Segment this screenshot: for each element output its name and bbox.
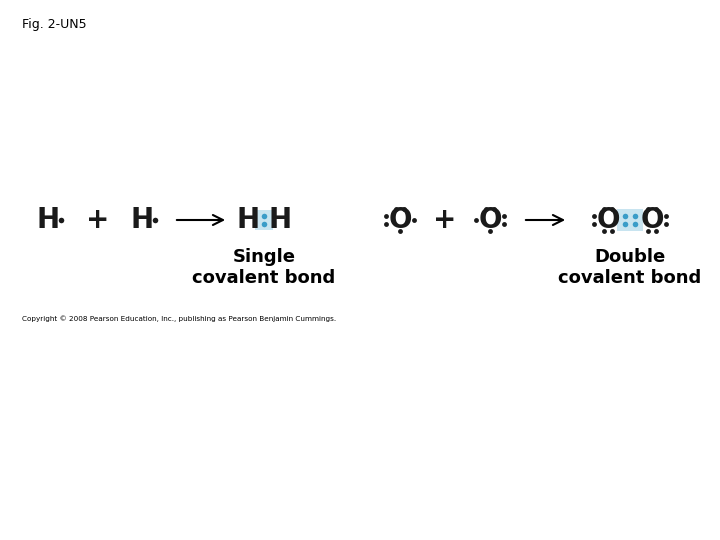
Bar bbox=[617, 209, 643, 231]
Text: +: + bbox=[86, 206, 109, 234]
Bar bbox=[255, 210, 273, 230]
Text: H: H bbox=[130, 206, 153, 234]
Text: H: H bbox=[37, 206, 60, 234]
Text: O: O bbox=[478, 206, 502, 234]
Text: Fig. 2-UN5: Fig. 2-UN5 bbox=[22, 18, 86, 31]
Text: Copyright © 2008 Pearson Education, Inc., publishing as Pearson Benjamin Cumming: Copyright © 2008 Pearson Education, Inc.… bbox=[22, 315, 336, 322]
Text: O: O bbox=[596, 206, 620, 234]
Text: +: + bbox=[433, 206, 456, 234]
Text: Double
covalent bond: Double covalent bond bbox=[559, 248, 701, 287]
Text: O: O bbox=[640, 206, 664, 234]
Text: Single
covalent bond: Single covalent bond bbox=[192, 248, 336, 287]
Text: O: O bbox=[388, 206, 412, 234]
Text: H: H bbox=[236, 206, 260, 234]
Text: H: H bbox=[269, 206, 292, 234]
